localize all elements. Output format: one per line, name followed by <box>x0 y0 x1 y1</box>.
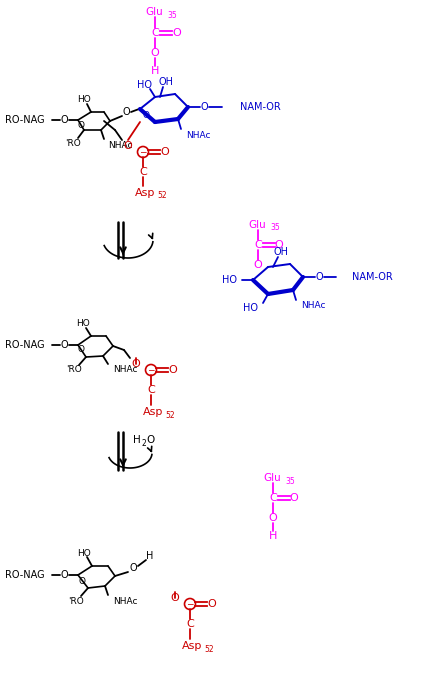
Text: O: O <box>122 107 130 117</box>
Text: Asp: Asp <box>135 188 155 198</box>
Text: HO: HO <box>76 320 90 329</box>
Text: Asp: Asp <box>182 641 202 651</box>
Text: 'RO: 'RO <box>66 365 82 375</box>
Text: 52: 52 <box>204 644 213 653</box>
Text: NHAc: NHAc <box>301 302 326 311</box>
Text: RO-NAG: RO-NAG <box>5 115 45 125</box>
Text: O: O <box>78 121 84 130</box>
Text: O: O <box>208 599 216 609</box>
Text: H: H <box>146 551 154 561</box>
Text: 2: 2 <box>141 438 146 447</box>
Text: 35: 35 <box>285 477 295 486</box>
Text: −: − <box>147 365 155 375</box>
Text: NAM-OR: NAM-OR <box>240 102 281 112</box>
Text: C: C <box>147 385 155 395</box>
Text: 'RO: 'RO <box>68 597 84 606</box>
Text: O: O <box>142 110 149 119</box>
Text: RO-NAG: RO-NAG <box>5 340 45 350</box>
Text: O: O <box>60 570 68 580</box>
Text: C: C <box>269 493 277 503</box>
Text: −: − <box>139 147 147 156</box>
Text: OH: OH <box>274 247 288 257</box>
Text: C: C <box>139 167 147 177</box>
Text: 35: 35 <box>167 10 177 19</box>
Text: H: H <box>151 66 159 76</box>
Text: O: O <box>173 28 181 38</box>
Text: O: O <box>124 141 132 151</box>
Text: O: O <box>161 147 169 157</box>
Text: HO: HO <box>77 96 91 105</box>
Text: O: O <box>78 577 85 586</box>
Text: H: H <box>133 435 141 445</box>
Text: NHAc: NHAc <box>113 364 138 373</box>
Text: O: O <box>200 102 208 112</box>
Text: OH: OH <box>158 77 174 87</box>
Text: O: O <box>275 240 283 250</box>
Text: O: O <box>290 493 298 503</box>
Text: NHAc: NHAc <box>113 597 138 606</box>
Text: 35: 35 <box>270 223 280 232</box>
Text: 52: 52 <box>157 192 167 200</box>
Text: 'RO: 'RO <box>65 138 81 147</box>
Text: O: O <box>129 563 137 573</box>
Text: Asp: Asp <box>143 407 163 417</box>
Text: −: − <box>186 599 194 608</box>
Text: RO-NAG: RO-NAG <box>5 570 45 580</box>
Text: HO: HO <box>222 275 237 285</box>
Text: HO: HO <box>138 80 152 90</box>
Text: O: O <box>132 359 140 369</box>
Text: 52: 52 <box>165 411 174 420</box>
Text: O: O <box>268 513 278 523</box>
Text: Glu: Glu <box>248 220 266 230</box>
Text: C: C <box>151 28 159 38</box>
Text: C: C <box>254 240 262 250</box>
Text: H: H <box>269 531 277 541</box>
Text: HO: HO <box>243 303 258 313</box>
Text: NHAc: NHAc <box>108 141 132 150</box>
Text: HO: HO <box>77 548 91 557</box>
Text: O: O <box>146 435 154 445</box>
Text: O: O <box>168 365 178 375</box>
Text: O: O <box>60 115 68 125</box>
Text: Glu: Glu <box>263 473 281 483</box>
Text: O: O <box>60 340 68 350</box>
Text: O: O <box>315 272 323 282</box>
Text: O: O <box>254 260 262 270</box>
Text: NHAc: NHAc <box>186 130 210 139</box>
Text: O: O <box>78 345 84 355</box>
Text: Glu: Glu <box>145 7 163 17</box>
Text: C: C <box>186 619 194 629</box>
Text: O: O <box>171 593 179 603</box>
Text: O: O <box>151 48 159 58</box>
Text: NAM-OR: NAM-OR <box>352 272 393 282</box>
